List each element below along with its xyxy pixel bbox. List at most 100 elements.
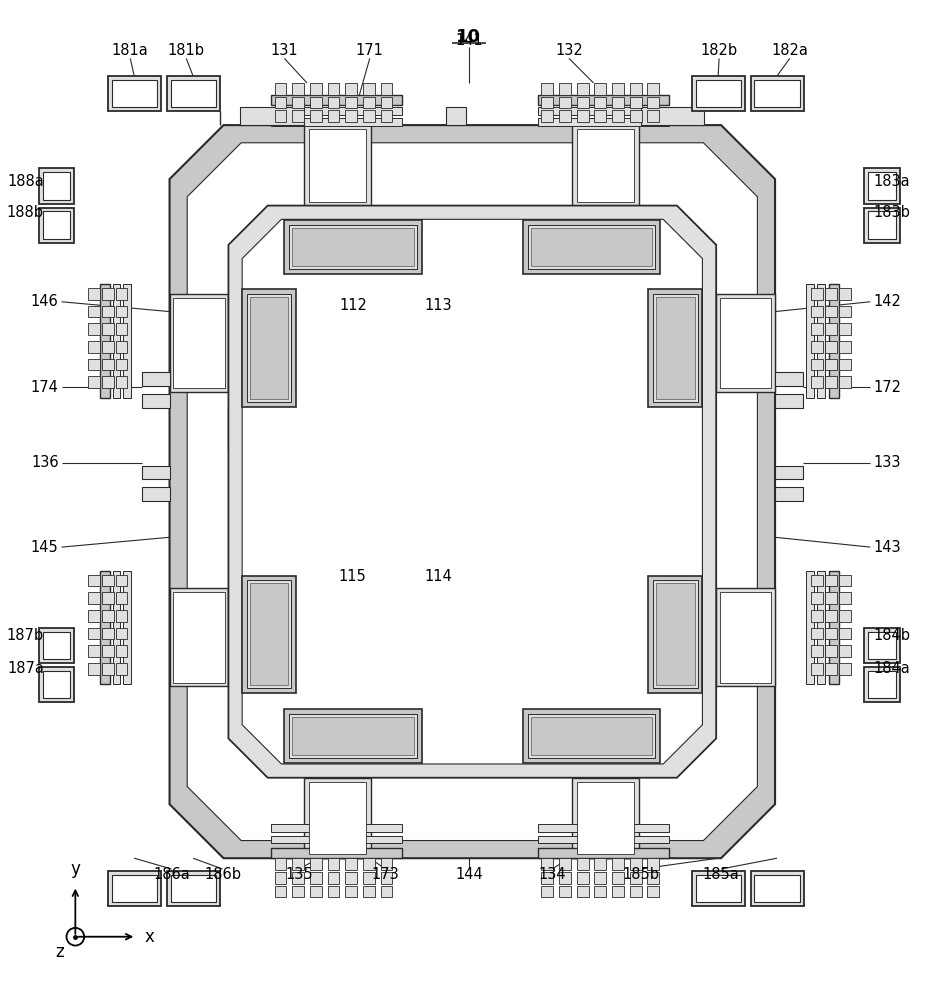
Bar (446, 107, 466, 125)
Bar (527, 714, 655, 758)
Bar (538, 848, 669, 858)
Bar (88, 628, 100, 639)
Bar (274, 97, 286, 108)
Bar (839, 323, 851, 335)
Bar (825, 306, 837, 317)
Bar (839, 575, 851, 586)
Bar (167, 76, 220, 111)
Bar (594, 858, 606, 870)
Bar (292, 83, 304, 95)
Bar (811, 645, 823, 657)
Bar (775, 466, 803, 479)
Bar (310, 97, 322, 108)
Bar (695, 875, 741, 902)
Polygon shape (228, 206, 717, 778)
Bar (629, 858, 641, 870)
Bar (538, 95, 669, 105)
Bar (292, 97, 304, 108)
Bar (285, 709, 422, 763)
Bar (362, 83, 375, 95)
Text: 112: 112 (340, 298, 368, 313)
Bar (111, 875, 157, 902)
Bar (654, 580, 697, 688)
Bar (629, 886, 641, 897)
Bar (289, 225, 417, 269)
Bar (829, 571, 839, 684)
Text: y: y (70, 860, 81, 878)
Bar (362, 97, 375, 108)
Bar (292, 228, 414, 266)
Text: 171: 171 (356, 43, 384, 58)
Bar (304, 778, 371, 858)
Bar (170, 294, 228, 392)
Bar (327, 858, 339, 870)
Bar (102, 341, 114, 353)
Bar (292, 872, 304, 884)
Bar (381, 886, 392, 897)
Bar (594, 886, 606, 897)
Bar (39, 168, 74, 204)
Bar (43, 671, 70, 698)
Bar (541, 858, 553, 870)
Bar (695, 80, 741, 107)
Bar (594, 872, 606, 884)
Bar (381, 110, 392, 122)
Text: 144: 144 (455, 867, 483, 882)
Bar (171, 875, 216, 902)
Bar (577, 97, 589, 108)
Bar (112, 571, 121, 684)
Bar (811, 575, 823, 586)
Bar (541, 886, 553, 897)
Bar (310, 858, 322, 870)
Bar (327, 110, 339, 122)
Text: 143: 143 (873, 540, 901, 555)
Bar (649, 576, 703, 693)
Bar (839, 376, 851, 388)
Bar (825, 610, 837, 622)
Bar (167, 871, 220, 906)
Bar (825, 628, 837, 639)
Bar (541, 872, 553, 884)
Bar (594, 83, 606, 95)
Bar (864, 168, 900, 204)
Bar (345, 872, 357, 884)
Bar (292, 110, 304, 122)
Bar (327, 97, 339, 108)
Text: 132: 132 (555, 43, 583, 58)
Bar (612, 110, 624, 122)
Bar (692, 871, 744, 906)
Bar (717, 294, 775, 392)
Bar (102, 288, 114, 300)
Bar (577, 129, 634, 202)
Bar (116, 592, 127, 604)
Polygon shape (187, 143, 757, 841)
Bar (530, 228, 653, 266)
Bar (864, 628, 900, 663)
Bar (345, 83, 357, 95)
Bar (869, 671, 895, 698)
Bar (825, 663, 837, 675)
Text: 187a: 187a (7, 661, 44, 676)
Bar (116, 376, 127, 388)
Bar (116, 288, 127, 300)
Bar (170, 588, 228, 686)
Bar (327, 872, 339, 884)
Bar (649, 289, 703, 407)
Bar (530, 717, 653, 755)
Bar (242, 289, 296, 407)
Bar (612, 858, 624, 870)
Bar (869, 172, 895, 200)
Bar (869, 632, 895, 659)
Bar (751, 871, 804, 906)
Text: 141: 141 (455, 33, 483, 48)
Bar (381, 83, 392, 95)
Bar (811, 663, 823, 675)
Bar (88, 306, 100, 317)
Bar (755, 80, 800, 107)
Bar (271, 824, 402, 832)
Text: 182b: 182b (701, 43, 738, 58)
Text: 184a: 184a (873, 661, 910, 676)
Bar (775, 394, 803, 408)
Bar (327, 83, 339, 95)
Bar (594, 110, 606, 122)
